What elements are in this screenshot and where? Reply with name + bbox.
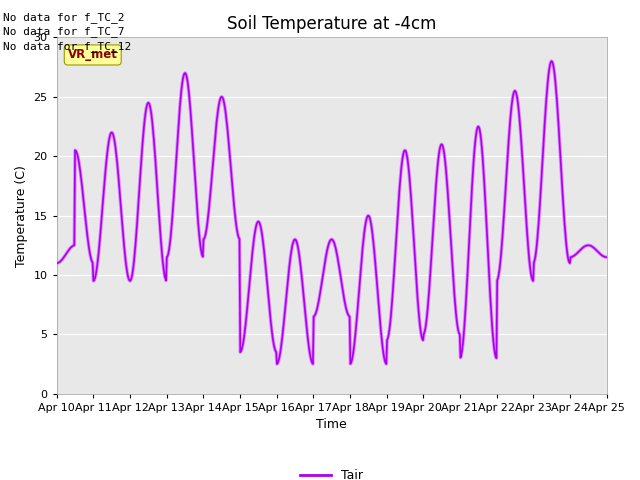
Title: Soil Temperature at -4cm: Soil Temperature at -4cm [227,15,436,33]
Text: No data for f_TC_2: No data for f_TC_2 [3,12,125,23]
Text: No data for f_TC_12: No data for f_TC_12 [3,41,131,52]
Text: No data for f_TC_7: No data for f_TC_7 [3,26,125,37]
X-axis label: Time: Time [316,419,347,432]
Legend: Tair: Tair [295,464,368,480]
Text: VR_met: VR_met [68,48,118,61]
Y-axis label: Temperature (C): Temperature (C) [15,165,28,266]
